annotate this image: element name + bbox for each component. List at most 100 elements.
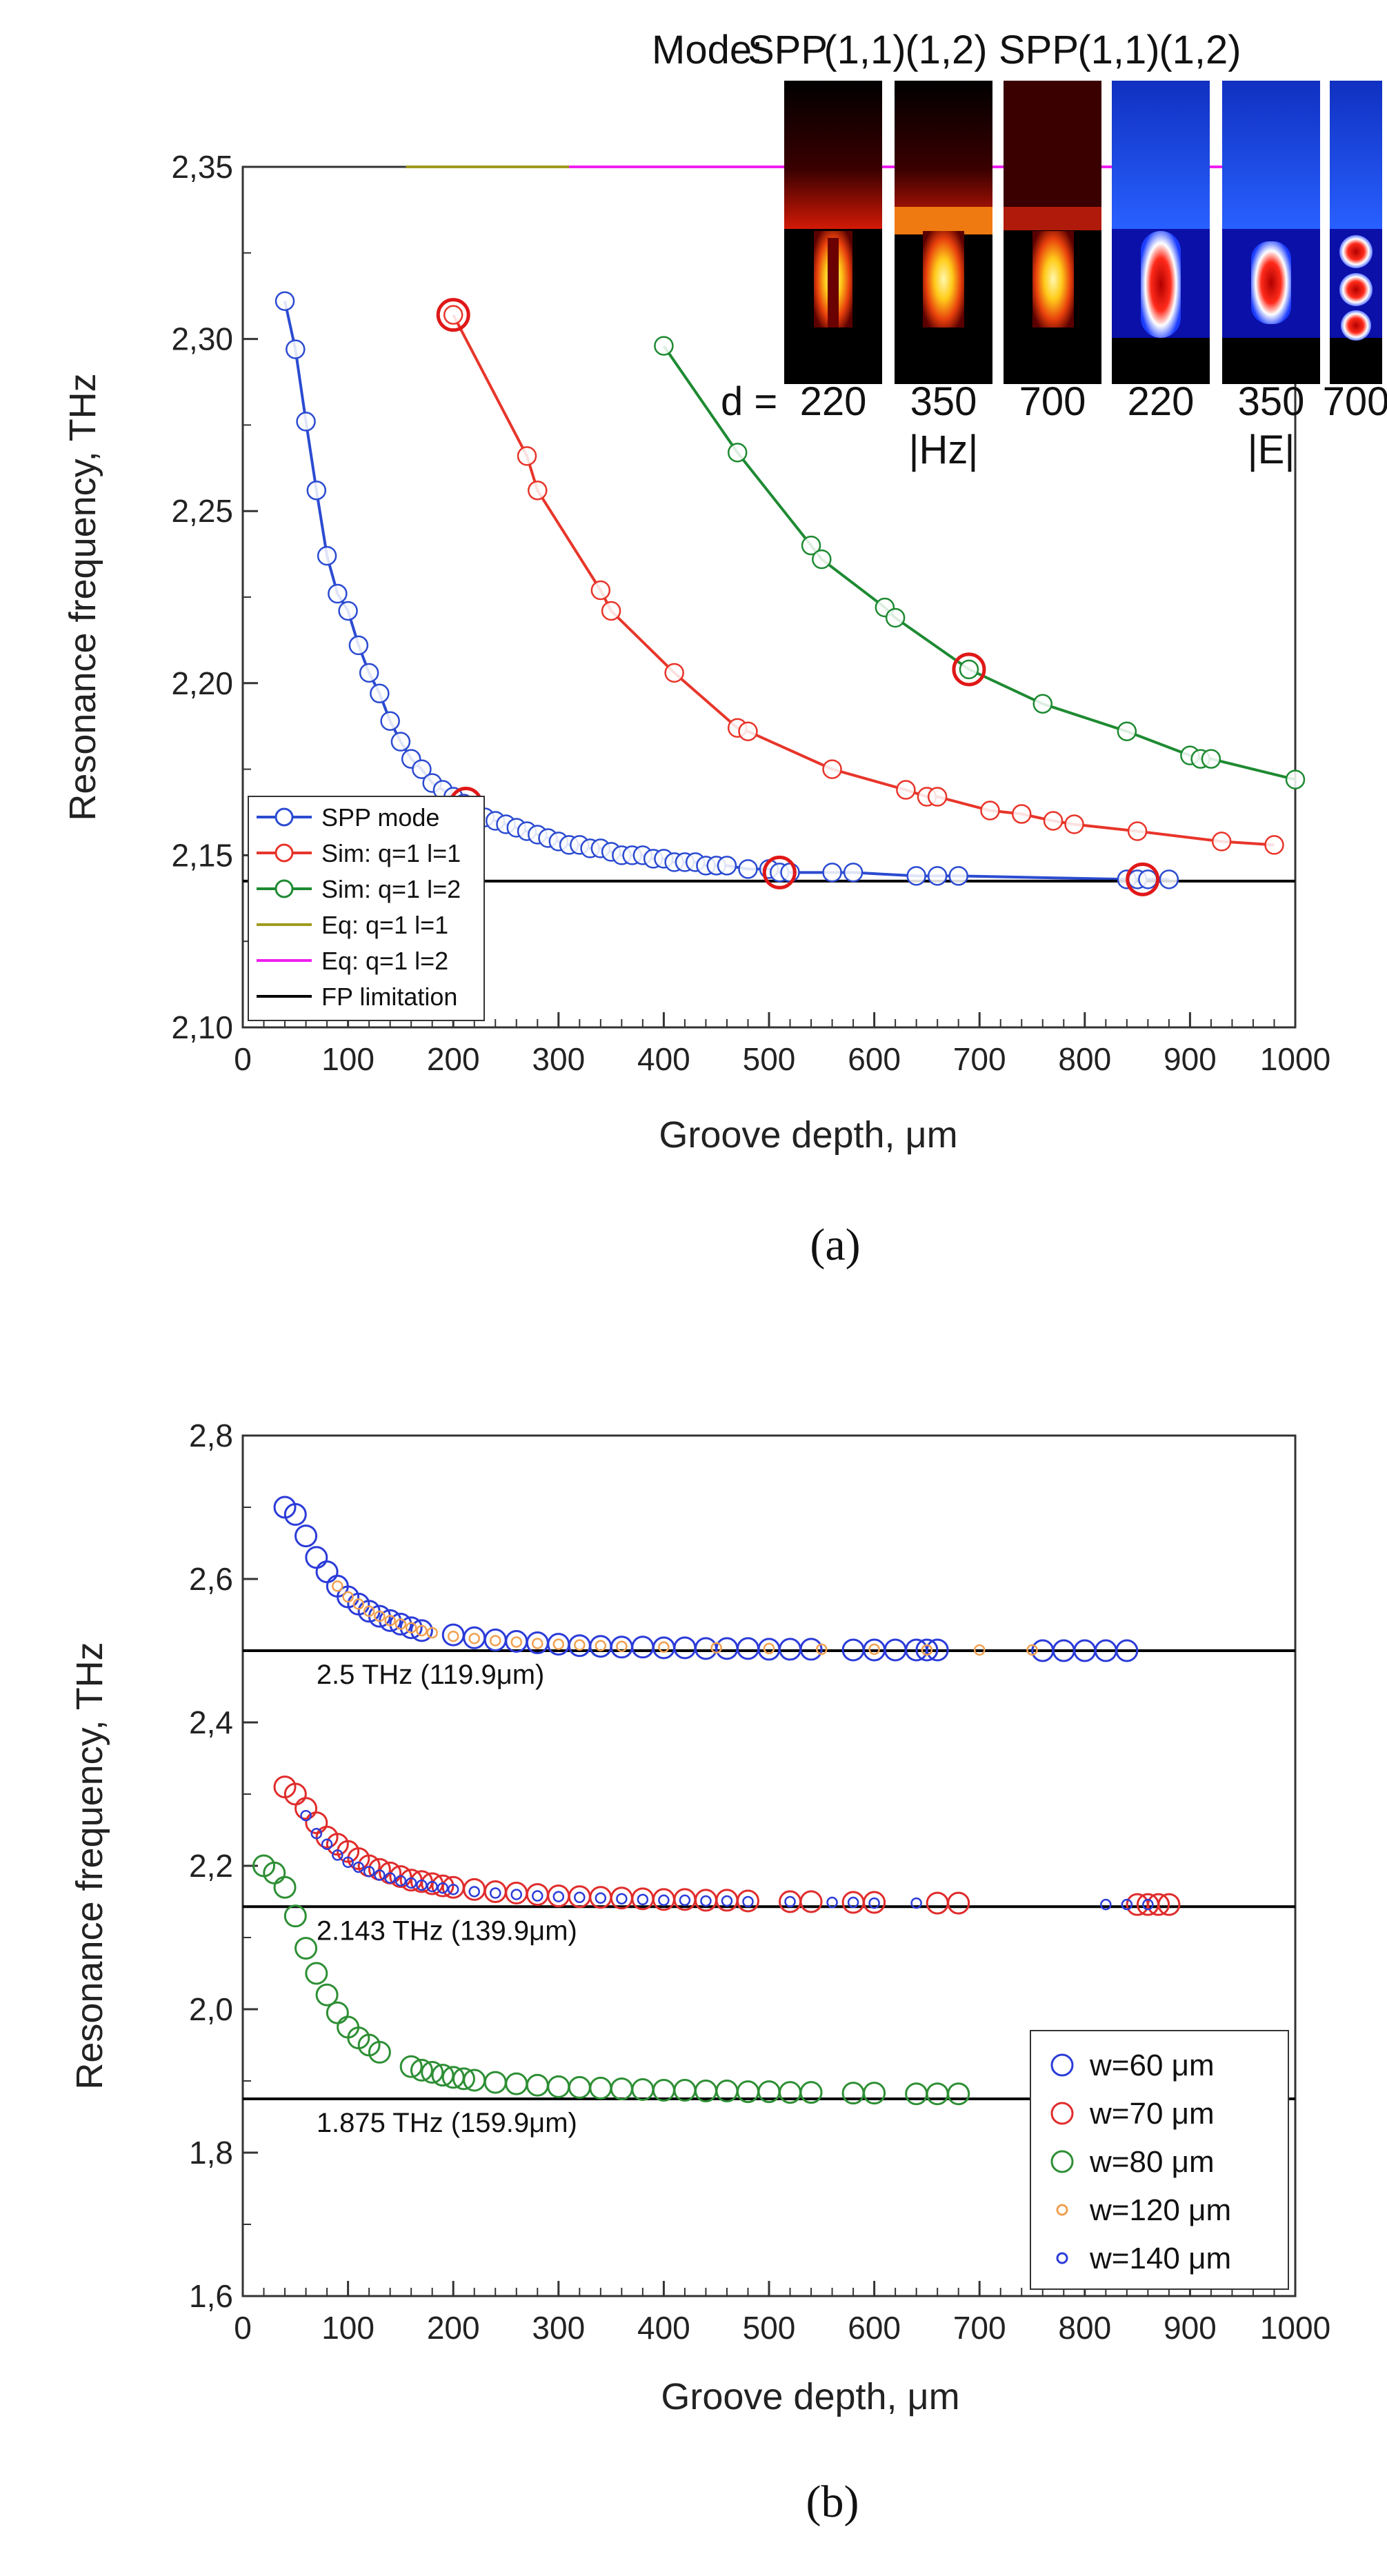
data-point-spp-mode — [927, 866, 948, 886]
data-point-spp-mode — [822, 863, 842, 883]
data-point-w-70-m — [947, 1891, 970, 1915]
panel-b-x-tick-labels: 0 100 200 300 400 500 600 700 800 900 1000 — [234, 2310, 1330, 2346]
data-point-w-70-m — [547, 1884, 570, 1908]
data-point-w-140-m — [1100, 1898, 1112, 1911]
data-point-w-140-m — [574, 1891, 586, 1904]
y-tick-label: 2,4 — [189, 1704, 233, 1740]
legend-label-sim-q-1-l-1: Sim: q=1 l=1 — [321, 839, 461, 867]
data-point-w-140-m — [784, 1895, 796, 1908]
data-point-w-120-m — [921, 1644, 933, 1656]
data-point-w-60-m — [915, 1638, 939, 1662]
panel-a-x-axis-label: Groove depth, μm — [659, 1114, 957, 1156]
data-point-w-80-m — [610, 2077, 633, 2100]
data-point-w-120-m — [658, 1641, 670, 1653]
data-point-sim-q-1-l-1 — [738, 721, 758, 741]
data-point-w-140-m — [332, 1849, 343, 1861]
data-point-spp-mode — [380, 711, 400, 731]
data-point-w-120-m — [363, 1605, 375, 1618]
panel-a-legend-box — [248, 796, 485, 1021]
inset-mode-1: SPP — [748, 28, 828, 72]
inset-e-image-spp — [1112, 81, 1210, 384]
data-point-w-120-m — [1026, 1644, 1038, 1656]
data-point-w-140-m — [489, 1887, 501, 1899]
data-point-spp-mode — [1138, 869, 1158, 889]
data-point-sim-q-1-l-1 — [1127, 821, 1148, 841]
data-point-w-60-m — [483, 1628, 507, 1651]
data-point-w-70-m — [1147, 1893, 1170, 1916]
data-point-w-80-m — [410, 2058, 433, 2082]
legend-label-w-60-m: w=60 μm — [1089, 2049, 1215, 2082]
x-tick-label: 800 — [1058, 1041, 1111, 1077]
data-point-w-120-m — [332, 1580, 343, 1592]
x-tick-label: 700 — [953, 1041, 1006, 1077]
panel-a-legend: SPP mode Sim: q=1 l=1 Sim: q=1 l=2 Eq: q=1 … — [248, 796, 485, 1021]
data-point-w-70-m — [779, 1890, 802, 1913]
inset-mode-3: (1,2) — [905, 28, 987, 72]
y-tick-label: 1,8 — [189, 2135, 233, 2171]
data-point-w-80-m — [799, 2081, 823, 2104]
data-point-sim-q-1-l-2 — [959, 659, 979, 680]
data-point-w-120-m — [352, 1598, 365, 1610]
data-point-w-60-m — [463, 1626, 486, 1649]
data-point-w-120-m — [510, 1636, 523, 1648]
data-point-sim-q-1-l-1 — [664, 663, 684, 683]
data-point-spp-mode — [370, 683, 390, 704]
data-point-w-60-m — [295, 1525, 318, 1548]
reference-line-label: 2.5 THz (119.9μm) — [317, 1660, 545, 1690]
data-point-w-60-m — [589, 1635, 612, 1658]
data-point-w-70-m — [505, 1882, 528, 1905]
inset-e-image-11 — [1222, 81, 1320, 384]
data-point-w-80-m — [452, 2067, 475, 2091]
panel-a-x-tick-labels: 0 100 200 300 400 500 600 700 800 900 1000 — [234, 1041, 1330, 1077]
y-tick-label: 2,20 — [171, 665, 233, 701]
inset-field-label-hz: |Hz| — [908, 427, 978, 472]
data-point-w-140-m — [342, 1856, 354, 1869]
data-point-spp-mode — [390, 732, 411, 752]
data-point-w-70-m — [736, 1889, 759, 1913]
inset-mode-label: Mode: — [652, 28, 763, 72]
data-point-w-80-m — [947, 2082, 970, 2106]
data-point-w-140-m — [721, 1895, 733, 1907]
data-point-w-60-m — [399, 1616, 423, 1640]
data-point-w-60-m — [736, 1637, 759, 1660]
data-point-w-120-m — [552, 1638, 565, 1650]
legend-marker-w-60-m — [1050, 2053, 1074, 2077]
x-tick-label: 900 — [1164, 1041, 1217, 1077]
inset-field-label-e: |E| — [1248, 427, 1295, 472]
panel-a-ticks — [241, 165, 1297, 1029]
data-point-w-140-m — [826, 1896, 838, 1909]
data-point-w-70-m — [799, 1890, 823, 1913]
data-point-w-60-m — [441, 1623, 465, 1647]
data-point-w-80-m — [315, 1983, 339, 2006]
x-tick-label: 1000 — [1260, 2310, 1330, 2346]
data-point-w-70-m — [863, 1891, 886, 1914]
data-point-w-120-m — [816, 1643, 828, 1656]
inset-depth-5: 350 — [1238, 379, 1305, 424]
data-point-w-80-m — [399, 2055, 423, 2078]
x-tick-label: 400 — [637, 2310, 690, 2346]
inset-mode-6: (1,2) — [1159, 28, 1241, 72]
data-point-w-60-m — [652, 1636, 675, 1660]
legend-label-sim-q-1-l-2: Sim: q=1 l=2 — [321, 875, 461, 903]
data-point-w-140-m — [847, 1896, 859, 1909]
data-point-w-140-m — [468, 1886, 480, 1898]
data-point-w-140-m — [868, 1897, 880, 1909]
inset-depth-3: 700 — [1019, 379, 1086, 424]
highlight-ring — [762, 855, 797, 889]
data-point-w-140-m — [910, 1897, 922, 1909]
data-point-w-70-m — [526, 1883, 549, 1906]
y-tick-label: 2,10 — [171, 1009, 233, 1045]
data-point-w-80-m — [505, 2072, 528, 2095]
data-point-w-120-m — [468, 1633, 480, 1644]
data-point-w-70-m — [568, 1885, 591, 1909]
data-point-w-60-m — [610, 1636, 633, 1659]
data-point-w-60-m — [926, 1638, 949, 1662]
data-point-w-140-m — [352, 1861, 365, 1873]
data-point-w-140-m — [374, 1869, 386, 1881]
data-point-w-140-m — [510, 1889, 523, 1900]
data-point-spp-mode — [306, 480, 327, 501]
data-point-w-120-m — [973, 1644, 986, 1656]
data-point-w-120-m — [395, 1618, 407, 1630]
data-point-w-70-m — [1157, 1893, 1181, 1916]
panel-a-y-axis-label: Resonance frequency, THz — [62, 373, 103, 821]
